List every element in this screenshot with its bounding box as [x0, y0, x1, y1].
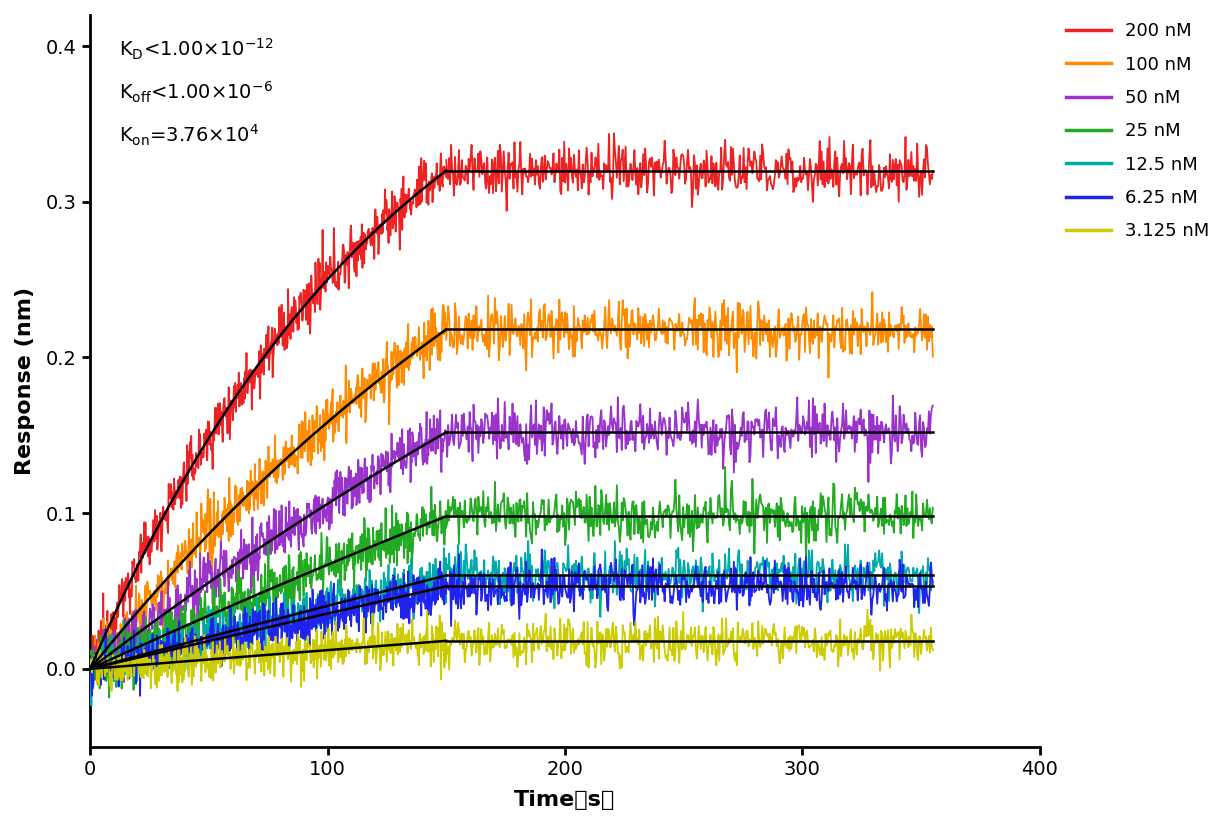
Legend: 200 nM, 100 nM, 50 nM, 25 nM, 12.5 nM, 6.25 nM, 3.125 nM: 200 nM, 100 nM, 50 nM, 25 nM, 12.5 nM, 6…: [1058, 15, 1217, 247]
X-axis label: Time（s）: Time（s）: [514, 790, 616, 810]
Text: K$_\mathregular{D}$<1.00×10$^{-12}$
K$_\mathregular{off}$<1.00×10$^{-6}$
K$_\mat: K$_\mathregular{D}$<1.00×10$^{-12}$ K$_\…: [118, 37, 274, 148]
Y-axis label: Response (nm): Response (nm): [15, 287, 34, 475]
